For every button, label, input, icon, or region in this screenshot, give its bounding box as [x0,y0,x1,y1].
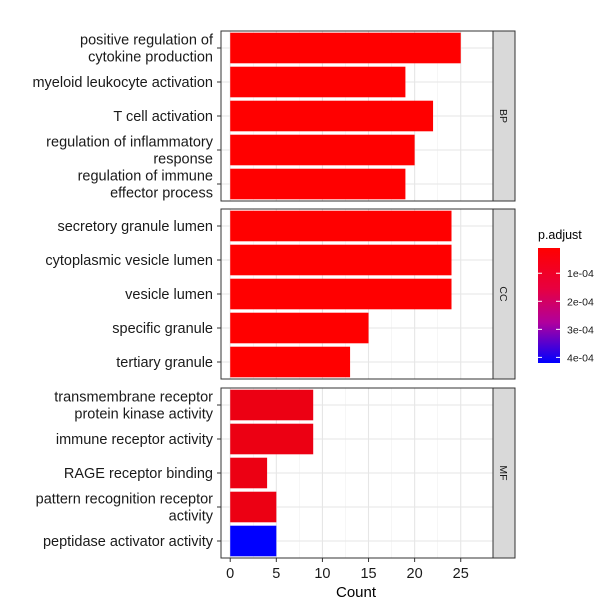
bar [230,312,369,344]
category-label: T cell activation [113,109,213,125]
bar [230,525,277,557]
bar [230,100,434,132]
facet-strip [492,30,516,202]
facet-strip-label: MF [497,465,509,480]
legend-tick-label: 3e-04 [567,324,594,336]
bar [230,32,461,64]
facet-panels: positive regulation of cytokine productio… [32,30,516,559]
legend-tick-label: 2e-04 [567,296,594,308]
legend-tick-label: 4e-04 [567,352,594,364]
category-label-line: regulation of inflammatory [46,135,214,151]
category-label-line: peptidase activator activity [43,534,214,550]
facet-strip-label: BP [497,109,509,123]
facet-strip-label: CC [497,286,509,302]
legend-tick-label: 1e-04 [567,268,594,280]
category-label-line: protein kinase activity [74,407,213,423]
category-label: peptidase activator activity [43,534,214,550]
category-label: tertiary granule [116,355,213,371]
category-label-line: T cell activation [113,109,213,125]
legend-ticks: 1e-04 2e-04 3e-04 4e-04 [538,268,594,364]
category-label-line: cytokine production [88,50,213,66]
bar [230,423,314,455]
category-label: secretory granule lumen [57,219,213,235]
bar [230,457,268,489]
category-label-line: transmembrane receptor [54,390,213,406]
x-axis: 0 5 10 15 20 25 [226,558,469,582]
category-label-line: effector process [110,186,213,202]
bar [230,491,277,523]
bar [230,168,406,200]
color-legend: p.adjust 1e-04 2e-04 3e-04 4e-04 [538,228,594,364]
x-axis-title: Count [336,584,377,601]
category-label-line: specific granule [112,321,213,337]
bar [230,210,452,242]
x-tick-label: 10 [314,566,330,582]
category-label: RAGE receptor binding [64,466,213,482]
category-label-line: cytoplasmic vesicle lumen [45,253,213,269]
facet-panel-mf: transmembrane receptor protein kinase act… [36,387,516,559]
bar [230,244,452,276]
x-tick-label: 25 [453,566,469,582]
category-label: myeloid leukocyte activation [32,75,213,91]
category-label-line: positive regulation of [80,33,214,49]
category-label-line: RAGE receptor binding [64,466,213,482]
category-label: positive regulation of cytokine productio… [80,33,214,66]
category-label-line: regulation of immune [78,169,213,185]
category-label-line: tertiary granule [116,355,213,371]
category-label: regulation of immune effector process [78,169,213,202]
category-label: specific granule [112,321,213,337]
x-tick-label: 15 [360,566,376,582]
legend-colorbar [538,248,560,363]
category-label-line: vesicle lumen [125,287,213,303]
category-label-line: activity [169,509,214,525]
category-label: pattern recognition receptor activity [36,492,214,525]
category-label-line: myeloid leukocyte activation [32,75,213,91]
facet-strip [492,387,516,559]
category-label: cytoplasmic vesicle lumen [45,253,213,269]
facet-panel-cc: secretory granule lumen cytoplasmic vesic… [45,208,516,380]
category-label: regulation of inflammatory response [46,135,214,168]
x-tick-label: 5 [272,566,280,582]
facet-strip [492,208,516,380]
bar [230,389,314,421]
category-label: vesicle lumen [125,287,213,303]
bar [230,134,415,166]
category-label-line: pattern recognition receptor [36,492,213,508]
category-label-line: response [153,152,213,168]
bar [230,346,351,378]
category-label-line: immune receptor activity [56,432,214,448]
bar [230,278,452,310]
legend-title: p.adjust [538,228,582,242]
category-label: immune receptor activity [56,432,214,448]
category-label-line: secretory granule lumen [57,219,213,235]
x-tick-label: 20 [407,566,423,582]
category-label: transmembrane receptor protein kinase act… [54,390,214,423]
facet-panel-bp: positive regulation of cytokine productio… [32,30,516,202]
bar [230,66,406,98]
x-tick-label: 0 [226,566,234,582]
